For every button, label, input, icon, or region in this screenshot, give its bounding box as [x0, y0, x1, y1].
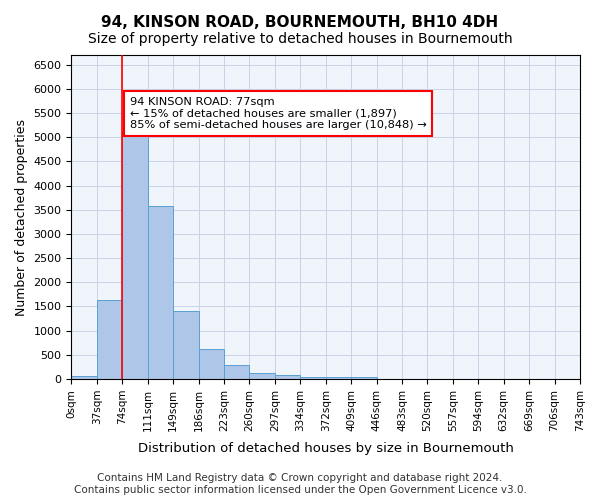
Bar	[275, 375, 300, 379]
Bar	[122, 132, 148, 379]
Bar	[173, 312, 199, 379]
Bar	[97, 300, 122, 379]
Text: Size of property relative to detached houses in Bournemouth: Size of property relative to detached ho…	[88, 32, 512, 46]
Bar	[71, 376, 97, 379]
Text: 94 KINSON ROAD: 77sqm
← 15% of detached houses are smaller (1,897)
85% of semi-d: 94 KINSON ROAD: 77sqm ← 15% of detached …	[130, 97, 427, 130]
Y-axis label: Number of detached properties: Number of detached properties	[15, 118, 28, 316]
Bar	[300, 376, 326, 379]
Bar	[326, 376, 351, 379]
Text: 94, KINSON ROAD, BOURNEMOUTH, BH10 4DH: 94, KINSON ROAD, BOURNEMOUTH, BH10 4DH	[101, 15, 499, 30]
Text: Contains HM Land Registry data © Crown copyright and database right 2024.
Contai: Contains HM Land Registry data © Crown c…	[74, 474, 526, 495]
Bar	[148, 206, 173, 379]
Bar	[250, 373, 275, 379]
X-axis label: Distribution of detached houses by size in Bournemouth: Distribution of detached houses by size …	[138, 442, 514, 455]
Bar	[351, 376, 377, 379]
Bar	[199, 349, 224, 379]
Bar	[224, 364, 250, 379]
